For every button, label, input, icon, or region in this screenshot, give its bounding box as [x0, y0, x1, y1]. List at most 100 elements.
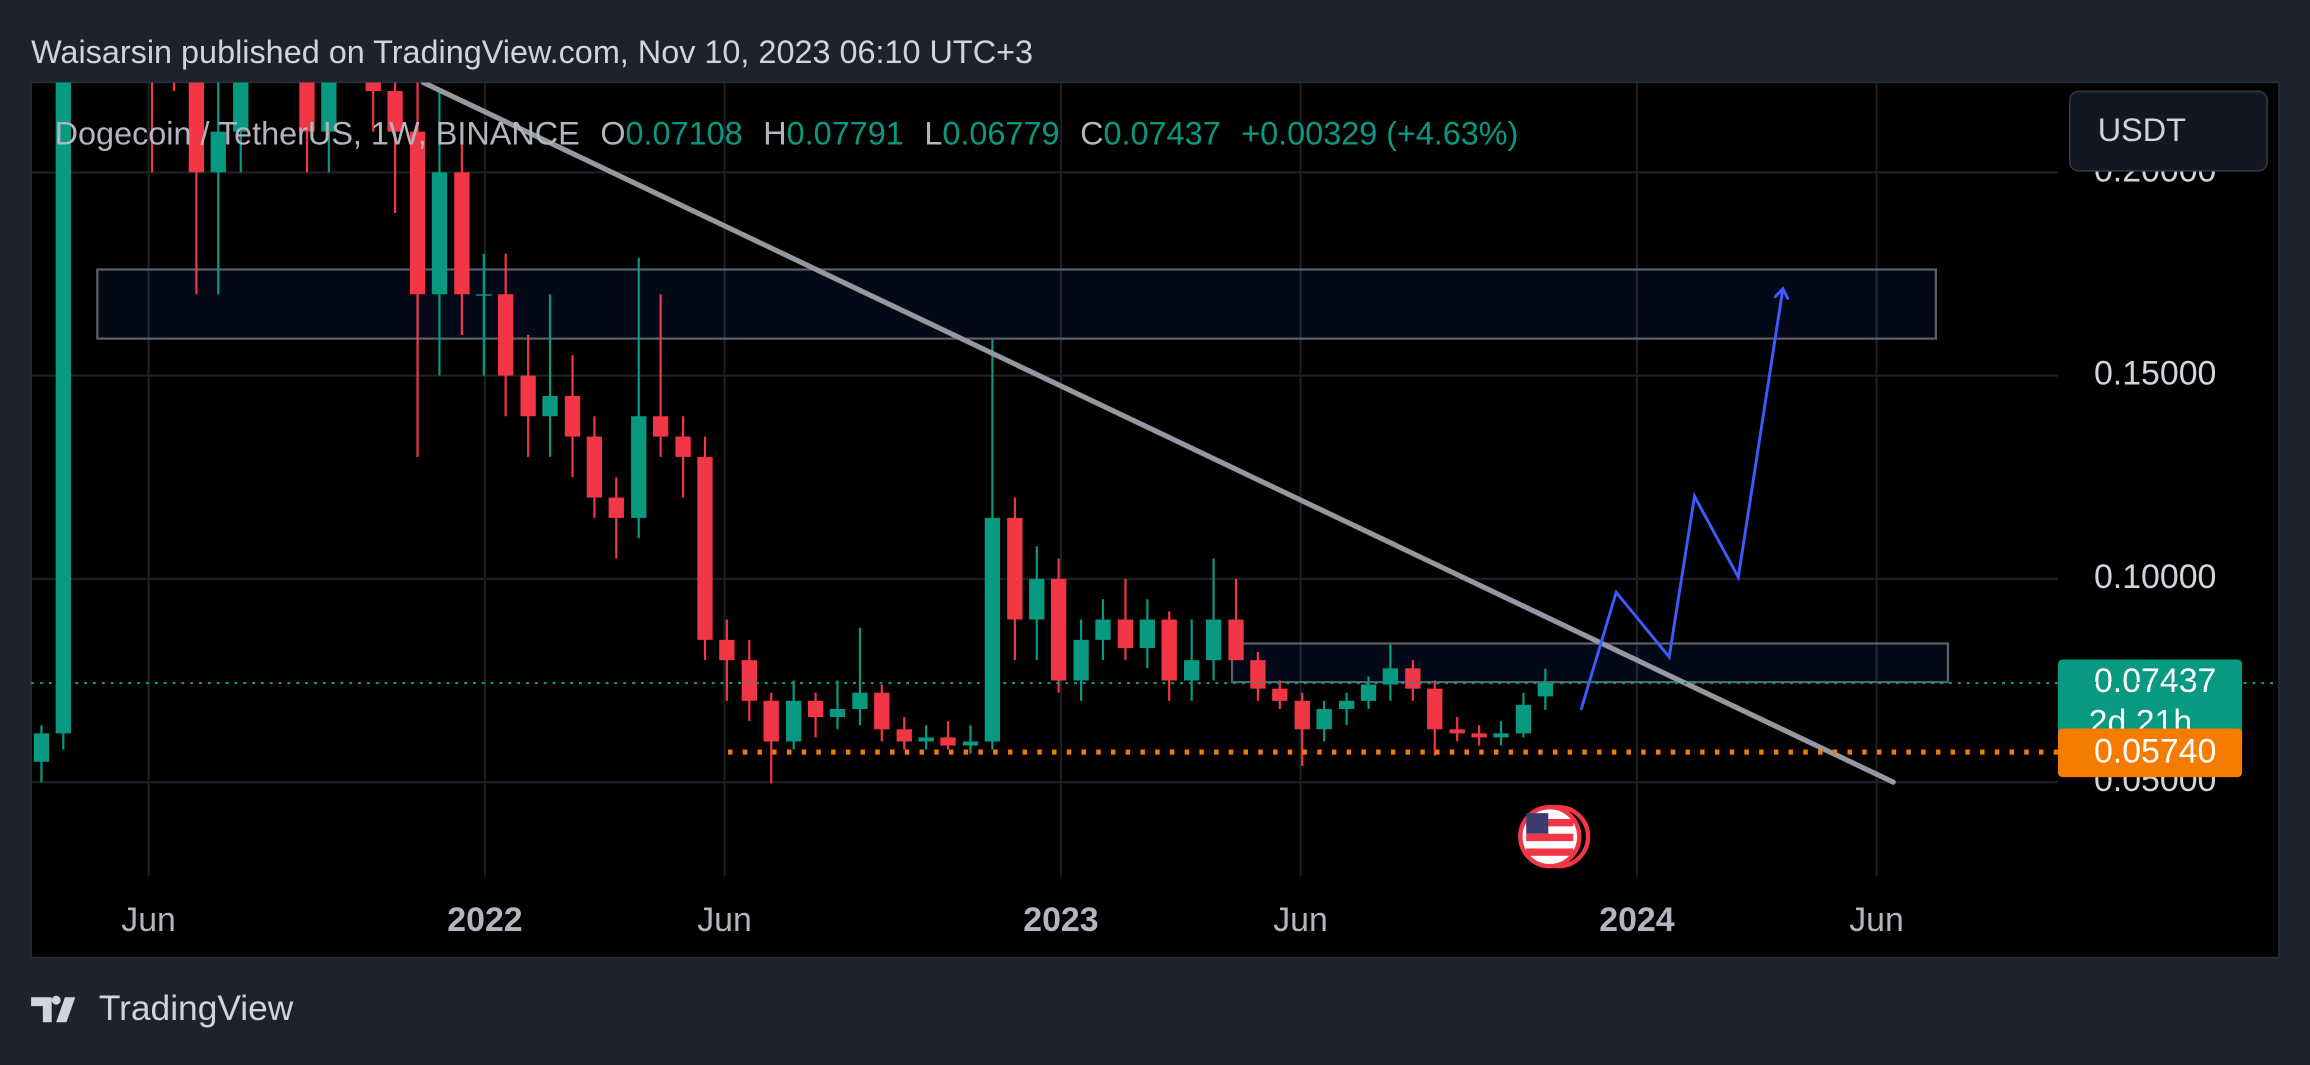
x-tick-label: Jun [697, 901, 752, 939]
candle-body [719, 639, 735, 661]
candle-body [852, 692, 868, 709]
support-price-label: 0.05740 [2094, 732, 2216, 770]
candle-body [542, 395, 558, 417]
candle-body [1161, 619, 1177, 681]
open-value: 0.07108 [626, 115, 743, 151]
candle-body [1405, 668, 1421, 689]
candle-body [786, 700, 802, 742]
candle-body [1294, 700, 1310, 730]
candle-body [1360, 684, 1377, 701]
candle-body [874, 692, 890, 730]
high-prefix: H [763, 115, 786, 151]
x-tick-label: 2023 [1023, 901, 1098, 939]
support-price-badge [2057, 728, 2243, 778]
candle-body [520, 375, 536, 417]
candle-body [1493, 733, 1509, 738]
candle-body [1205, 619, 1222, 661]
y-tick-label: 0.15000 [2094, 355, 2216, 393]
candle-body [984, 517, 1001, 742]
candle-body [1184, 660, 1200, 681]
publish-info: Waisarsin published on TradingView.com, … [31, 34, 1033, 70]
low-value: 0.06779 [942, 115, 1059, 151]
candle-body [233, 82, 249, 132]
close-value: 0.07437 [1104, 115, 1221, 151]
candle-body [631, 416, 647, 518]
candle-body [1471, 733, 1487, 738]
change: +0.00329 [1241, 115, 1377, 151]
chart-panel [30, 81, 2280, 959]
brand: TradingView [99, 989, 294, 1028]
x-tick-label: 2022 [447, 901, 522, 939]
flag-stripe [1526, 819, 1574, 827]
x-tick-label: Jun [121, 901, 176, 939]
current-price-label: 0.07437 [2094, 662, 2216, 700]
candle-body [1250, 660, 1266, 689]
candle-body [210, 131, 226, 173]
candle-body [476, 294, 492, 296]
candle-body [586, 436, 603, 498]
trendline [420, 82, 1896, 785]
candle-body [1537, 683, 1554, 697]
x-tick-label: Jun [1849, 901, 1904, 939]
candle-body [1316, 708, 1332, 730]
change-percent: (+4.63%) [1386, 115, 1518, 151]
open-prefix: O [600, 115, 625, 151]
close-prefix: C [1080, 115, 1103, 151]
candle-body [365, 82, 381, 92]
flag-stripe [1526, 848, 1574, 856]
candle-body [807, 700, 824, 718]
candle-body [387, 91, 403, 132]
candle-body [33, 733, 50, 762]
candle-body [1050, 578, 1067, 681]
currency-label[interactable]: USDT [2098, 112, 2186, 148]
x-tick-label: Jun [1273, 901, 1328, 939]
candle-body [1139, 619, 1155, 648]
symbol: Dogecoin / TetherUS, 1W, BINANCE [55, 115, 580, 151]
symbol-legend: Dogecoin / TetherUS, 1W, BINANCE O0.07108… [55, 115, 1519, 151]
low-prefix: L [924, 115, 942, 151]
candle-body [940, 737, 956, 746]
zone [96, 268, 1937, 340]
high-value: 0.07791 [787, 115, 904, 151]
candle-body [675, 436, 691, 457]
candle-body [1515, 704, 1532, 734]
candle-body [608, 497, 624, 518]
candle-body [498, 294, 514, 376]
candle-body [1095, 619, 1111, 640]
candle-body [299, 82, 315, 132]
event-flag [1518, 805, 1591, 869]
flag-stripe [1526, 833, 1574, 842]
candle-body [763, 700, 779, 742]
candle-body [652, 416, 669, 437]
brand-logo [31, 995, 76, 1023]
candle-body [1029, 578, 1045, 620]
candle-body [188, 82, 205, 173]
candle-body [321, 82, 337, 132]
current-price-badge [2057, 659, 2243, 748]
candle-body [1007, 517, 1023, 620]
candle-body [1449, 729, 1465, 734]
candle-body [697, 456, 713, 640]
plot [31, 82, 2058, 785]
flag-canton [1526, 813, 1549, 834]
currency-button[interactable] [2069, 90, 2268, 172]
logo-mark [31, 995, 76, 1023]
candle-body [1272, 688, 1288, 701]
candle-body [1338, 700, 1355, 709]
candle-body [962, 741, 979, 746]
candle-body [564, 395, 581, 437]
candle-body [431, 172, 448, 295]
candle-body [55, 82, 71, 734]
y-tick-label: 0.10000 [2094, 558, 2216, 596]
candle-body [1117, 619, 1134, 648]
candle-body [409, 131, 426, 295]
candle-body [829, 708, 846, 718]
x-tick-label: 2024 [1599, 901, 1674, 939]
candle-body [1382, 668, 1399, 685]
candle-body [918, 737, 934, 742]
projection-path [1579, 290, 1783, 711]
candle-body [1228, 619, 1244, 661]
candle-body [1427, 688, 1443, 730]
